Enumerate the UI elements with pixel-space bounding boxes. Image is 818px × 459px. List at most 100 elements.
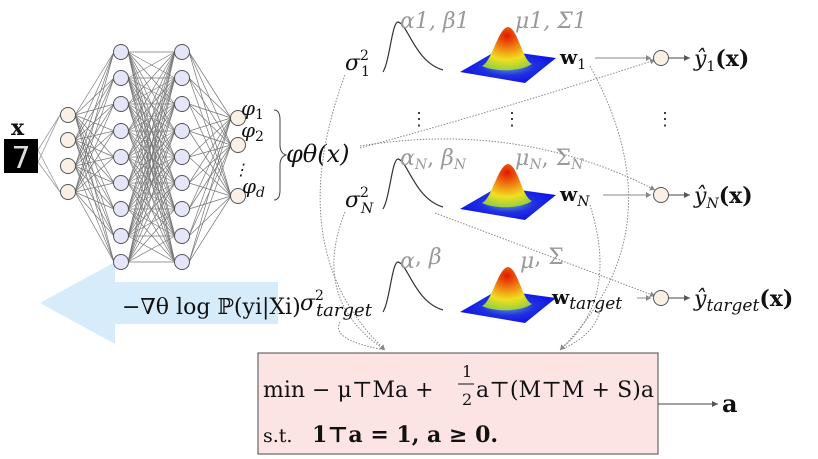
- network-edge: [74, 182, 115, 193]
- network-edge: [188, 103, 232, 119]
- objective-part2: a⊤(M⊤M + S)a: [476, 378, 654, 403]
- feature-node: [230, 188, 246, 204]
- prior-parameter-label: μ, Σ: [520, 245, 564, 274]
- network-edge: [127, 130, 176, 263]
- hidden-node: [113, 228, 129, 244]
- svg-text:⋮: ⋮: [410, 109, 428, 130]
- network-edge: [188, 130, 232, 146]
- input-image: x 7: [4, 115, 38, 176]
- network-edges: [37, 51, 232, 263]
- hidden-node: [113, 149, 129, 165]
- output-a: a: [722, 389, 738, 418]
- output-node: [653, 187, 669, 203]
- network-edge: [127, 77, 176, 263]
- input-node: [60, 132, 76, 148]
- feature-node: [230, 137, 246, 153]
- network-edge: [127, 156, 176, 263]
- gaussian-surface: [460, 164, 556, 220]
- network-edge: [127, 51, 176, 132]
- hidden-node: [113, 123, 129, 139]
- network-edge: [188, 51, 232, 119]
- task-row: σ2 1 α1, β1 μ1, Σ1 w1 ŷ1(x): [345, 9, 749, 83]
- hyperparameter-label: α1, β1: [400, 9, 470, 34]
- network-edge: [127, 103, 176, 263]
- prediction-label: ŷN(x): [693, 183, 753, 212]
- prediction-label: ŷ1(x): [693, 46, 749, 75]
- hidden-node: [174, 44, 190, 60]
- gradient-label: −∇θ log ℙ(yi|Xi): [122, 295, 301, 320]
- svg-text:⋮: ⋮: [233, 160, 249, 179]
- prior-parameter-label: μ1, Σ1: [515, 9, 587, 34]
- feature-node: [230, 110, 246, 126]
- prior-curve: [382, 158, 444, 210]
- prior-parameter-label: μN, ΣN: [515, 146, 584, 173]
- network-edge: [127, 51, 176, 184]
- constraint: 1⊤a = 1, a ≥ 0.: [312, 422, 498, 448]
- network-edge: [74, 156, 115, 193]
- hidden-node: [174, 123, 190, 139]
- network-edge: [127, 51, 176, 79]
- network-edge: [188, 117, 232, 210]
- network-edge: [188, 117, 232, 184]
- task-row: σ2 target α, β μ, Σ wtarget ŷtarget(x): [300, 245, 793, 323]
- network-edge: [127, 51, 176, 158]
- feature-phi-d: φd: [242, 174, 265, 201]
- network-edge: [74, 77, 115, 193]
- ellipsis: ⋮ ⋮ ⋮: [410, 109, 674, 130]
- output-node: [653, 290, 669, 306]
- neural-network: [37, 44, 246, 270]
- fraction-numerator: 1: [462, 362, 472, 381]
- gaussian-surface: [460, 27, 556, 83]
- network-edge: [74, 51, 115, 141]
- fraction-denominator: 2: [462, 390, 472, 409]
- hidden-node: [174, 228, 190, 244]
- noise-variance-label: σ2 N: [345, 185, 374, 217]
- network-edge: [188, 117, 232, 132]
- network-edge: [188, 51, 232, 146]
- network-edge: [188, 117, 232, 158]
- network-edge: [74, 191, 115, 210]
- svg-text:⋮: ⋮: [503, 109, 521, 130]
- hidden-node: [113, 44, 129, 60]
- network-edge: [127, 235, 176, 263]
- hidden-node: [174, 149, 190, 165]
- objective-part1: min − μ⊤Ma +: [263, 378, 434, 403]
- network-edge: [188, 195, 232, 237]
- task-row: σ2 N αN, βN μN, ΣN wN ŷN(x): [345, 146, 753, 220]
- network-edge: [127, 51, 176, 105]
- weights-label: wN: [559, 182, 590, 210]
- network-edge: [127, 208, 176, 263]
- output-node: [653, 50, 669, 66]
- svg-text:⋮: ⋮: [656, 109, 674, 130]
- network-edge: [127, 51, 176, 210]
- hidden-node: [113, 96, 129, 112]
- hidden-node: [113, 70, 129, 86]
- feature-labels: φ1 φ2 ⋮ φd φθ(x): [233, 96, 350, 201]
- network-edge: [74, 103, 115, 193]
- network-edge: [188, 51, 232, 197]
- network-edge: [74, 130, 115, 193]
- hyperparameter-label: α, β: [400, 245, 442, 274]
- weights-label: w1: [559, 45, 586, 73]
- network-edge: [127, 182, 176, 263]
- network-edge: [188, 77, 232, 119]
- input-label: x: [11, 115, 25, 141]
- gaussian-surface: [460, 267, 556, 323]
- feature-phi-1: φ1: [241, 96, 264, 123]
- network-edge: [74, 114, 115, 184]
- input-node: [60, 184, 76, 200]
- input-digit: 7: [11, 141, 30, 176]
- input-node: [60, 107, 76, 123]
- constraint-prefix: s.t.: [263, 425, 292, 447]
- feature-phi-2: φ2: [241, 118, 264, 145]
- network-edge: [188, 144, 232, 263]
- network-edge: [74, 191, 115, 237]
- hidden-node: [113, 175, 129, 191]
- hidden-node: [174, 96, 190, 112]
- network-edge: [74, 114, 115, 237]
- network-edge: [74, 51, 115, 167]
- optimization-box: min − μ⊤Ma + 1 2 a⊤(M⊤M + S)a s.t. 1⊤a =…: [257, 352, 738, 455]
- network-edge: [127, 51, 176, 237]
- prediction-label: ŷtarget(x): [693, 286, 793, 316]
